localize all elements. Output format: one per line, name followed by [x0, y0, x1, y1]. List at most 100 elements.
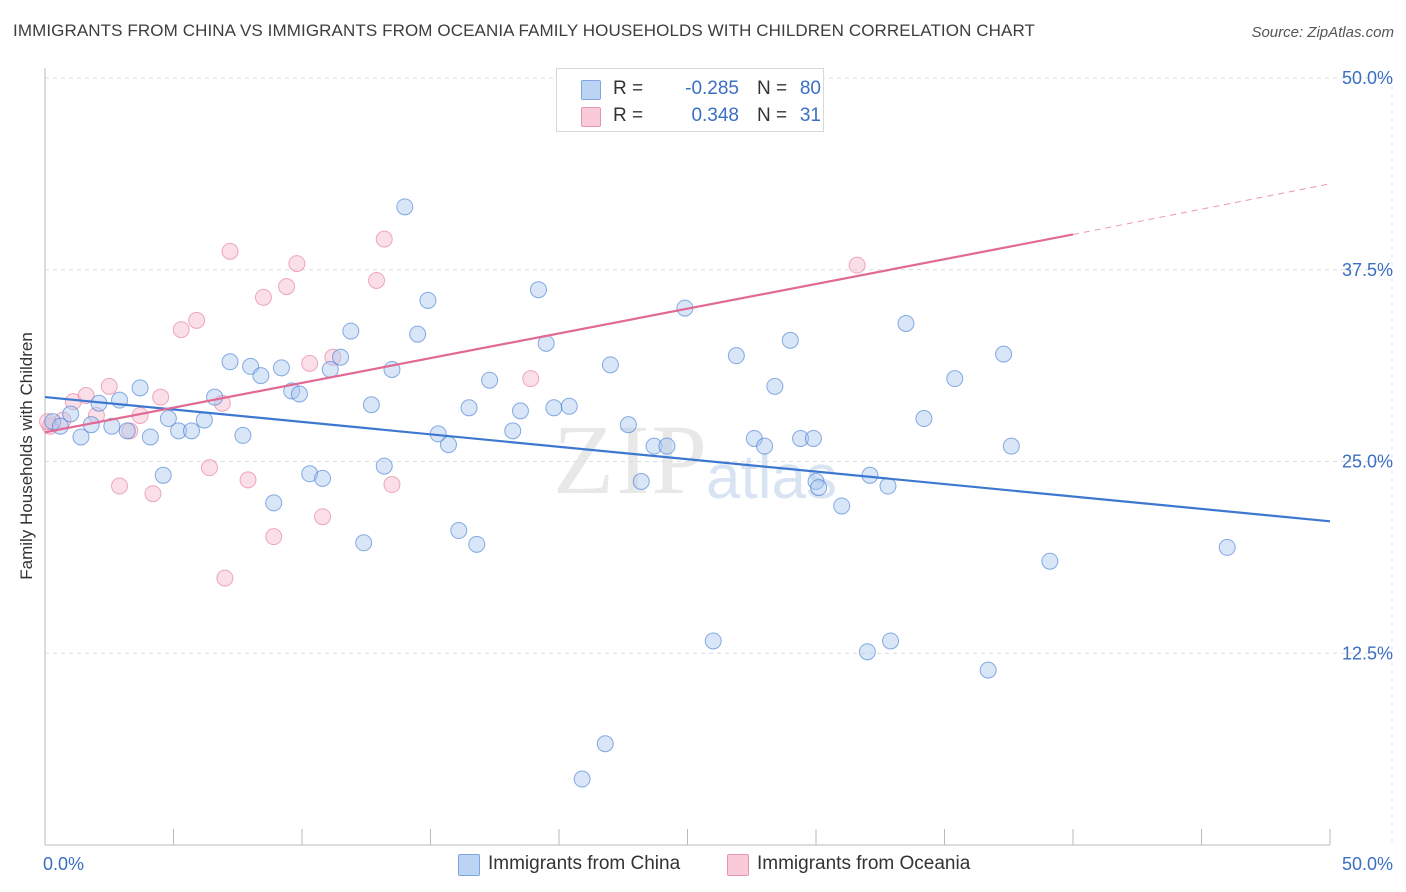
china-trend-line — [44, 395, 1331, 523]
china-point — [396, 198, 414, 216]
china-point — [545, 399, 563, 417]
oceania-point — [111, 477, 129, 495]
china-point — [170, 422, 188, 440]
oceania-legend-swatch — [727, 854, 749, 876]
china-point — [645, 437, 663, 455]
oceania-point — [100, 377, 118, 395]
china-r-label: R = — [613, 78, 644, 99]
oceania-point — [278, 278, 296, 296]
china-point — [355, 534, 373, 552]
china-point — [858, 643, 876, 661]
china-point — [332, 348, 350, 366]
legend-item-china[interactable]: Immigrants from China — [458, 852, 708, 876]
china-point — [206, 388, 224, 406]
china-point — [103, 417, 121, 435]
trend-lines — [44, 183, 1331, 523]
china-point — [601, 356, 619, 374]
china-point — [766, 377, 784, 395]
china-point — [234, 426, 252, 444]
oceania-point — [288, 255, 306, 273]
oceania-swatch — [581, 107, 601, 127]
china-n-label: N = — [757, 78, 788, 99]
oceania-point — [39, 413, 57, 431]
oceania-point — [265, 528, 283, 546]
oceania-r-value: 0.348 — [691, 105, 739, 126]
oceania-point — [188, 311, 206, 329]
china-point — [409, 325, 427, 343]
oceania-point — [848, 256, 866, 274]
china-point — [118, 422, 136, 440]
china-point — [342, 322, 360, 340]
china-point — [619, 416, 637, 434]
china-point — [658, 437, 676, 455]
china-point — [272, 359, 290, 377]
china-point — [182, 422, 200, 440]
china-point — [131, 379, 149, 397]
china-point — [1002, 437, 1020, 455]
x-tick-label: 0.0% — [43, 854, 84, 874]
oceania-point — [368, 271, 386, 289]
x-tick-label: 50.0% — [1342, 854, 1393, 874]
oceania-point — [77, 387, 95, 405]
china-n-value: 80 — [799, 78, 821, 99]
stats-legend: R = -0.285 N = 80 R = 0.348 N = 31 — [556, 68, 824, 132]
china-point — [915, 410, 933, 428]
china-point — [314, 469, 332, 487]
china-point — [879, 477, 897, 495]
china-point — [419, 291, 437, 309]
china-point — [596, 735, 614, 753]
watermark-atlas: atlas — [706, 443, 837, 512]
china-point — [560, 397, 578, 415]
china-point — [573, 770, 591, 788]
china-point — [804, 429, 822, 447]
china-point — [529, 281, 547, 299]
china-point — [504, 422, 522, 440]
china-point — [882, 632, 900, 650]
oceania-point — [383, 476, 401, 494]
oceania-point — [200, 459, 218, 477]
china-point — [290, 385, 308, 403]
china-point — [979, 661, 997, 679]
china-point — [810, 479, 828, 497]
china-point — [756, 437, 774, 455]
y-tick-label: 12.5% — [1342, 643, 1393, 663]
oceania-point — [216, 569, 234, 587]
axes — [44, 68, 1331, 846]
china-point — [632, 472, 650, 490]
china-point — [265, 494, 283, 512]
oceania-point — [375, 230, 393, 248]
china-point — [833, 497, 851, 515]
china-point — [781, 331, 799, 349]
oceania-trend-extension — [1072, 183, 1331, 235]
china-point — [221, 353, 239, 371]
china-point — [362, 396, 380, 414]
oceania-r-label: R = — [613, 105, 644, 126]
china-legend-swatch — [458, 854, 480, 876]
data-points — [39, 198, 1236, 788]
oceania-point — [301, 354, 319, 372]
tick-labels: 12.5% 25.0% 37.5% 50.0% 0.0% 50.0% — [43, 68, 1393, 874]
oceania-n-value: 31 — [799, 105, 821, 126]
source-label: Source: ZipAtlas.com — [1251, 24, 1394, 41]
china-point — [995, 345, 1013, 363]
china-point — [897, 314, 915, 332]
legend-item-oceania[interactable]: Immigrants from Oceania — [727, 852, 997, 876]
china-swatch — [581, 80, 601, 100]
china-point — [468, 535, 486, 553]
oceania-point — [221, 242, 239, 260]
y-tick-label: 25.0% — [1342, 452, 1393, 472]
oceania-point — [172, 321, 190, 339]
china-point — [62, 405, 80, 423]
china-point — [72, 428, 90, 446]
china-legend-label: Immigrants from China — [488, 853, 681, 874]
oceania-point — [239, 471, 257, 489]
china-point — [792, 429, 810, 447]
china-point — [301, 465, 319, 483]
china-point — [252, 367, 270, 385]
y-tick-label: 50.0% — [1342, 68, 1393, 88]
china-point — [727, 347, 745, 365]
y-axis-label: Family Households with Children — [17, 332, 36, 580]
oceania-point — [522, 370, 540, 388]
china-point — [511, 402, 529, 420]
